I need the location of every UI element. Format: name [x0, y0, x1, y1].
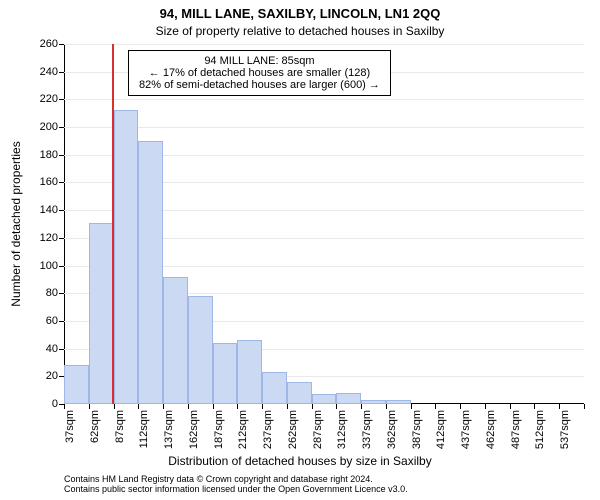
y-tick-label: 220: [40, 93, 64, 105]
chart-subtitle: Size of property relative to detached ho…: [0, 24, 600, 38]
y-tick-label: 260: [40, 38, 64, 50]
x-tick-label: 312sqm: [336, 404, 348, 449]
grid-line: [64, 99, 584, 100]
x-tick-label: 162sqm: [188, 404, 200, 449]
y-tick-label: 60: [46, 315, 64, 327]
annotation-box: 94 MILL LANE: 85sqm← 17% of detached hou…: [128, 50, 391, 96]
y-axis-title: Number of detached properties: [9, 141, 23, 306]
y-tick-label: 100: [40, 260, 64, 272]
annotation-line: ← 17% of detached houses are smaller (12…: [139, 67, 380, 79]
x-tick-label: 187sqm: [213, 404, 225, 449]
footer-line: Contains public sector information licen…: [64, 484, 408, 494]
histogram-bar: [213, 343, 238, 404]
histogram-bar: [89, 223, 114, 404]
histogram-bar: [336, 393, 361, 404]
y-tick-label: 80: [46, 287, 64, 299]
footer-line: Contains HM Land Registry data © Crown c…: [64, 474, 408, 484]
y-tick-label: 240: [40, 66, 64, 78]
x-tick-label: 487sqm: [510, 404, 522, 449]
histogram-bar: [188, 296, 213, 404]
x-tick-label: 137sqm: [163, 404, 175, 449]
chart-title: 94, MILL LANE, SAXILBY, LINCOLN, LN1 2QQ: [0, 6, 600, 21]
annotation-line: 94 MILL LANE: 85sqm: [139, 55, 380, 67]
x-tick-label: 362sqm: [386, 404, 398, 449]
x-tick-label: 337sqm: [361, 404, 373, 449]
x-tick-label: 87sqm: [114, 404, 126, 443]
y-tick-label: 0: [52, 398, 64, 410]
histogram-bar: [64, 365, 89, 404]
y-tick-label: 180: [40, 149, 64, 161]
histogram-bar: [138, 141, 163, 404]
histogram-bar: [237, 340, 262, 404]
x-tick-label: 412sqm: [435, 404, 447, 449]
x-tick-label: 262sqm: [287, 404, 299, 449]
x-tick-label: 387sqm: [411, 404, 423, 449]
x-tick-label: 212sqm: [237, 404, 249, 449]
grid-line: [64, 44, 584, 45]
chart-container: { "title": { "text": "94, MILL LANE, SAX…: [0, 0, 600, 500]
y-tick-label: 160: [40, 176, 64, 188]
axis-left: [64, 44, 65, 404]
histogram-bar: [312, 394, 337, 404]
y-tick-label: 120: [40, 232, 64, 244]
x-tick-label: 437sqm: [460, 404, 472, 449]
histogram-bar: [163, 277, 188, 404]
x-tick-label: 37sqm: [64, 404, 76, 443]
y-tick-label: 140: [40, 204, 64, 216]
y-tick-label: 20: [46, 370, 64, 382]
footer-attribution: Contains HM Land Registry data © Crown c…: [64, 474, 408, 494]
histogram-bar: [114, 110, 139, 404]
y-tick-label: 200: [40, 121, 64, 133]
y-tick-label: 40: [46, 343, 64, 355]
annotation-line: 82% of semi-detached houses are larger (…: [139, 79, 380, 91]
histogram-bar: [262, 372, 287, 404]
histogram-bar: [287, 382, 312, 404]
property-marker-line: [112, 44, 114, 404]
grid-line: [64, 127, 584, 128]
x-tick-label: 112sqm: [138, 404, 150, 448]
x-tick-mark: [584, 404, 585, 409]
x-tick-label: 62sqm: [89, 404, 101, 443]
x-tick-label: 237sqm: [262, 404, 274, 449]
x-tick-label: 512sqm: [534, 404, 546, 449]
x-tick-label: 287sqm: [312, 404, 324, 449]
x-axis-title: Distribution of detached houses by size …: [0, 454, 600, 468]
x-tick-label: 537sqm: [559, 404, 571, 449]
x-tick-label: 462sqm: [485, 404, 497, 449]
plot-area: 02040608010012014016018020022024026037sq…: [64, 44, 584, 404]
